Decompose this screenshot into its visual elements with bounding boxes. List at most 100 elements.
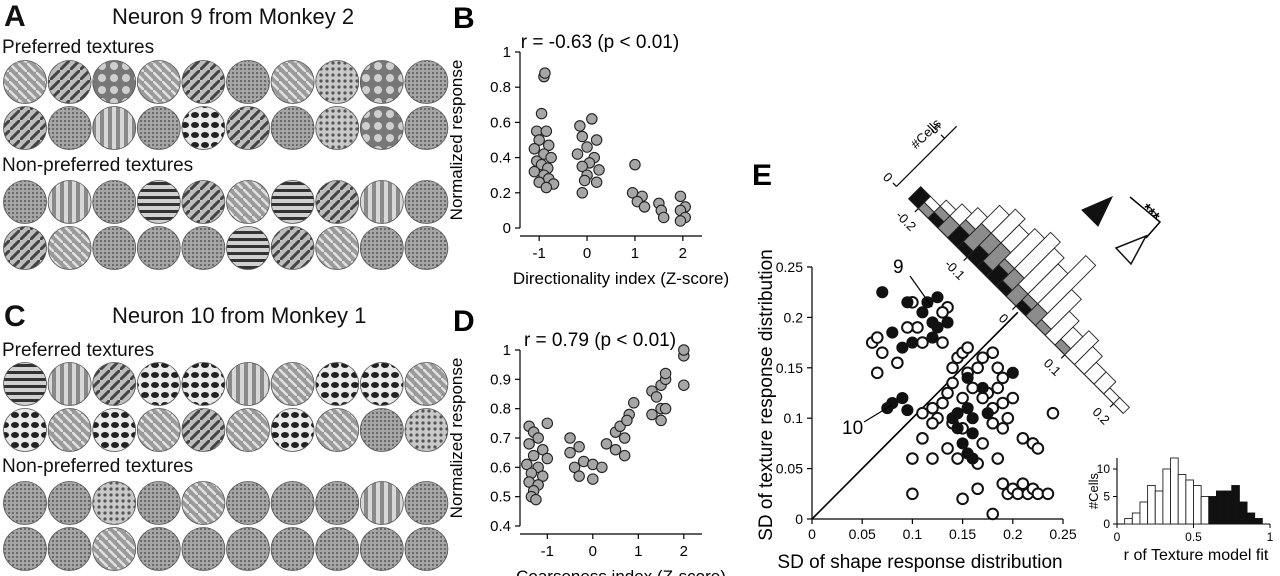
data-point: [629, 158, 641, 171]
open-point: [1016, 432, 1030, 445]
filled-point: [896, 341, 909, 354]
filled-point: [886, 326, 899, 339]
x-tick-label: 2: [679, 245, 687, 262]
data-point: [578, 174, 591, 187]
data-point: [618, 432, 631, 444]
texture-thumbnail: [359, 408, 404, 452]
texture-thumbnail: [226, 226, 270, 270]
texture-thumbnail: [136, 527, 181, 571]
open-point: [1031, 442, 1045, 455]
x-tick-label: 0.25: [1049, 526, 1076, 542]
texture-thumbnail: [359, 362, 404, 406]
texture-thumbnail: [181, 226, 226, 270]
data-point: [674, 215, 687, 227]
data-point: [638, 201, 651, 213]
inset-bar-white: [1131, 512, 1141, 525]
x-tick-label: 0: [589, 543, 597, 560]
open-point: [956, 492, 969, 506]
y-axis-label: SD of texture response distribution: [756, 249, 777, 541]
texture-thumbnail: [136, 60, 181, 104]
y-tick-label: 0.2: [784, 309, 804, 325]
open-point: [916, 406, 929, 420]
y-tick-label: 1: [503, 44, 511, 61]
data-point: [568, 461, 581, 474]
texture-thumbnail: [359, 106, 404, 150]
open-point: [961, 341, 974, 354]
data-point: [576, 130, 589, 143]
open-point: [1041, 487, 1055, 501]
inset-bar-black: [1208, 496, 1217, 525]
open-point: [1006, 391, 1020, 405]
x-tick-label: -1: [532, 245, 545, 262]
data-point: [573, 470, 585, 482]
texture-thumbnail: [92, 527, 137, 571]
texture-thumbnail: [3, 106, 47, 150]
texture-thumbnail: [359, 527, 404, 571]
data-point: [621, 414, 633, 427]
data-point: [576, 187, 589, 199]
x-axis-label: Coarseness index (Z-score): [516, 567, 726, 576]
inset-bar-black: [1246, 512, 1256, 525]
filled-point: [901, 404, 914, 417]
inset-x-tick-label: 1: [1267, 530, 1274, 544]
open-point: [936, 396, 949, 410]
data-point: [521, 458, 533, 471]
panel-c-preferred-label: Preferred textures: [2, 340, 155, 361]
hist-bar-white: [1112, 396, 1130, 414]
texture-thumbnail: [136, 180, 181, 224]
inset-bar-black: [1223, 490, 1233, 525]
data-point: [657, 211, 670, 224]
open-point: [926, 401, 939, 415]
texture-thumbnail: [47, 527, 92, 571]
data-point: [564, 446, 576, 459]
texture-thumbnail: [226, 106, 270, 150]
filled-point: [926, 331, 939, 344]
open-point: [951, 452, 964, 465]
inset-y-tick-label: 0: [1103, 517, 1110, 531]
texture-thumbnail: [47, 408, 92, 452]
data-point: [573, 441, 585, 453]
y-tick-label: 0: [503, 220, 511, 237]
texture-thumbnail: [3, 481, 47, 525]
filled-point: [981, 407, 994, 420]
open-point: [991, 361, 1005, 375]
open-point: [901, 321, 914, 334]
inset-bar-white: [1200, 496, 1210, 525]
data-point: [571, 148, 584, 160]
open-point: [875, 346, 889, 359]
texture-thumbnail: [270, 106, 315, 150]
data-point: [655, 414, 667, 427]
filled-point: [966, 412, 979, 425]
data-point: [646, 408, 658, 421]
hist-count-tick: [940, 134, 945, 139]
open-point: [870, 366, 884, 380]
texture-thumbnail: [136, 408, 181, 452]
texture-thumbnail: [92, 60, 137, 104]
y-tick-label: 1: [503, 342, 511, 359]
data-point: [530, 493, 542, 506]
filled-point: [906, 336, 919, 349]
filled-point: [1006, 366, 1019, 379]
data-point: [541, 417, 554, 430]
data-point: [536, 443, 549, 456]
inset-bar-white: [1147, 485, 1156, 525]
y-tick-label: 0.4: [490, 150, 511, 167]
inset-bar-black: [1254, 518, 1263, 525]
y-tick-label: 0.2: [490, 185, 511, 202]
panel-a-nonpreferred-label: Non-preferred textures: [2, 155, 194, 176]
data-point: [586, 113, 598, 125]
texture-thumbnail: [92, 408, 137, 452]
x-tick-label: 2: [680, 543, 688, 560]
texture-thumbnail: [270, 180, 315, 224]
open-point: [906, 452, 919, 465]
texture-thumbnail: [3, 527, 47, 571]
texture-thumbnail: [404, 527, 449, 571]
data-point: [533, 134, 545, 146]
open-point: [976, 351, 989, 365]
open-point: [906, 487, 919, 501]
texture-thumbnail: [181, 527, 226, 571]
panel-letter: D: [453, 305, 475, 338]
texture-thumbnail: [47, 362, 92, 406]
open-point: [936, 336, 949, 349]
y-tick-label: 0.4: [490, 518, 511, 535]
